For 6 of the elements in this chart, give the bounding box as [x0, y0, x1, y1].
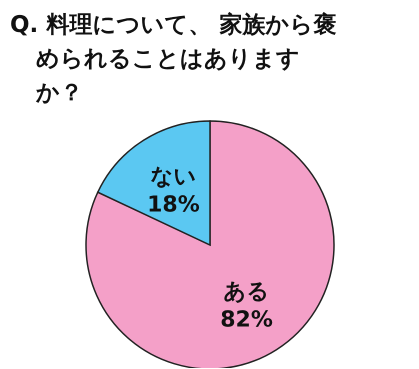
slice-label: ある	[224, 280, 270, 305]
data-label: 18%	[147, 192, 200, 218]
data-label: 82%	[220, 308, 273, 333]
chart-title: Q. 料理について、 家族から褒められることはありますか？	[10, 11, 338, 108]
slice-label: ない	[150, 164, 196, 190]
pie-slice	[85, 120, 335, 368]
